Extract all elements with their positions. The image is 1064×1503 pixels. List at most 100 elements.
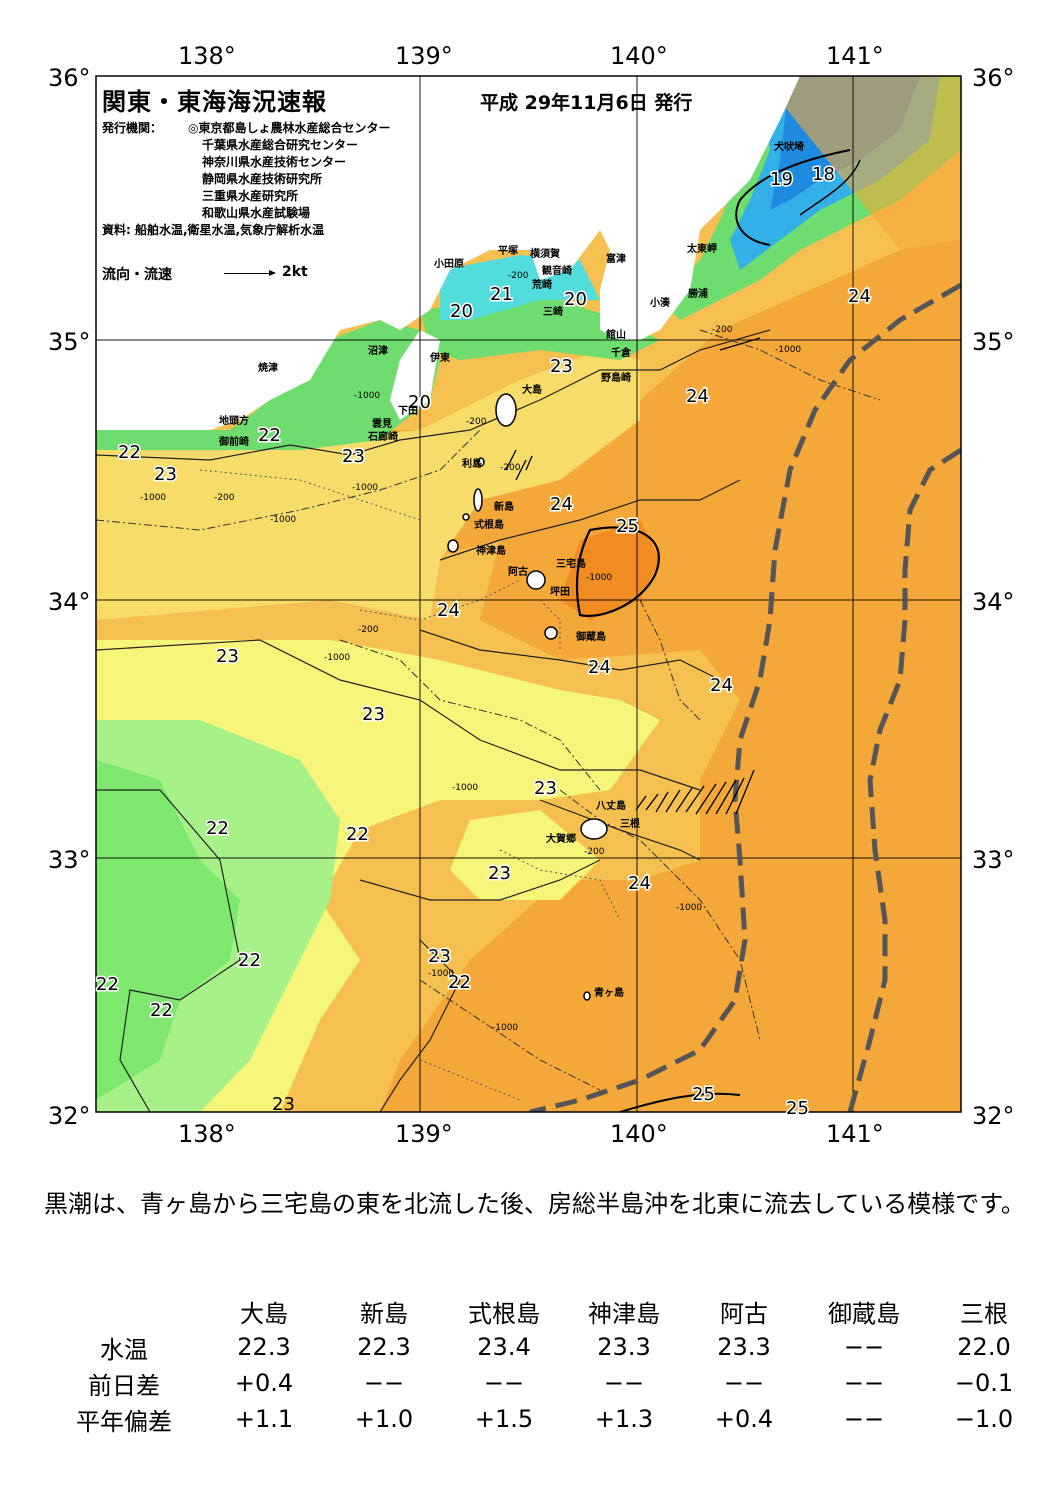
isotherm-label: 22: [346, 824, 369, 845]
depth-label: -1000: [586, 573, 612, 583]
agency-item: 千葉県水産総合研究センター: [202, 138, 359, 152]
island-hachijojima: [580, 818, 608, 840]
isotherm-label: 22: [238, 950, 261, 971]
kuroshio-axis-outer: [847, 447, 961, 1112]
table-row: 平年偏差 +1.1 +1.0 +1.5 +1.3 +0.4 −− −1.0: [44, 1401, 1044, 1437]
place-name: 勝浦: [688, 287, 708, 300]
arrow-icon: [224, 270, 276, 276]
issue-date: 平成 29年11月6日 発行: [480, 92, 693, 114]
place-name: 下田: [398, 405, 418, 417]
table-cell: −−: [723, 1369, 765, 1397]
isotherm-label: 24: [550, 494, 573, 515]
isotherm-label: 22: [96, 974, 119, 995]
station-header: 大島: [240, 1299, 288, 1328]
isotherm-label: 23: [216, 646, 239, 667]
isotherm-label: 24: [686, 386, 709, 407]
coastal-22-zone: [96, 320, 440, 450]
depth-label: -1000: [354, 391, 380, 401]
table-cell: −−: [363, 1369, 405, 1397]
table-cell: +0.4: [234, 1369, 294, 1397]
sea-25-zone: [560, 520, 660, 620]
isotherm-label: 20: [564, 289, 587, 310]
station-header: 神津島: [588, 1299, 660, 1328]
row-label: 前日差: [88, 1371, 160, 1400]
depth-label: -200: [712, 325, 733, 335]
map-title: 関東・東海海況速報: [102, 88, 327, 116]
place-name: 神津島: [476, 544, 506, 557]
depth-label: -200: [214, 493, 235, 503]
depth-label: -1000: [452, 783, 478, 793]
island-toshima: [477, 457, 485, 467]
isotherm-label: 21: [490, 284, 513, 305]
place-name: 御蔵島: [575, 630, 606, 643]
table-cell: 23.4: [477, 1333, 531, 1361]
place-name: 富津: [606, 252, 626, 265]
place-name: 荒崎: [531, 278, 552, 291]
current-legend-label: 流向・流速: [102, 267, 172, 283]
isotherm-label: 25: [786, 1098, 809, 1119]
map-frame: [95, 75, 962, 1113]
place-name: 焼津: [258, 361, 278, 374]
place-name: 三宅島: [556, 557, 586, 570]
lat-label-left-32: 32°: [48, 1102, 91, 1130]
depth-label: -1000: [676, 903, 702, 913]
isotherm-label: 24: [848, 286, 871, 307]
table-cell: 23.3: [717, 1333, 771, 1361]
isotherm-label: 23: [488, 863, 511, 884]
place-name: 八丈島: [595, 799, 626, 812]
depth-label: -200: [508, 271, 529, 281]
place-name: 御前崎: [218, 435, 249, 448]
isotherm-label: 22: [448, 972, 471, 993]
place-name: 三崎: [543, 305, 563, 318]
lat-label-left-34: 34°: [48, 588, 91, 616]
lat-label-right-34: 34°: [972, 588, 1015, 616]
lon-label-top-138: 138°: [178, 42, 236, 70]
sea-23-zone-hachijo: [450, 810, 600, 900]
lon-label-top-140: 140°: [610, 42, 668, 70]
lat-label-left-35: 35°: [48, 328, 91, 356]
table-cell: +1.5: [474, 1405, 534, 1433]
lon-label-top-139: 139°: [395, 42, 453, 70]
lat-label-right-33: 33°: [972, 846, 1015, 874]
isotherm-label: 19: [770, 169, 793, 190]
lon-label-bottom-140: 140°: [610, 1120, 668, 1148]
station-header: 新島: [360, 1299, 408, 1328]
land-honshu: [96, 76, 800, 430]
depth-label: -1000: [270, 515, 296, 525]
station-header: 阿古: [720, 1299, 768, 1328]
place-name: 大賀郷: [546, 832, 576, 845]
isotherm-label: 22: [206, 818, 229, 839]
row-label: 水温: [100, 1335, 148, 1364]
place-name: 地頭方: [219, 414, 249, 427]
sea-22b-zone: [96, 760, 240, 1100]
agency-item: ◎東京都島しょ農林水産総合センター: [188, 121, 391, 135]
lon-label-bottom-138: 138°: [178, 1120, 236, 1148]
island-aogashima: [583, 991, 591, 1001]
isotherm-label: 23: [342, 446, 365, 467]
place-name: 小田原: [433, 257, 464, 270]
isotherm-label: 22: [258, 425, 281, 446]
place-name: 新島: [494, 500, 514, 513]
place-name: 坪田: [550, 585, 570, 598]
agency-item: 和歌山県水産試験場: [202, 206, 311, 220]
place-name: 三根: [620, 817, 640, 830]
depth-label: -1000: [775, 345, 801, 355]
isotherm-label: 18: [812, 164, 835, 185]
depth-label: -1000: [352, 483, 378, 493]
table-cell: 22.0: [957, 1333, 1011, 1361]
table-cell: 22.3: [357, 1333, 411, 1361]
sea-temperature-map: 138° 139° 140° 141° 138° 139° 140° 141° …: [48, 42, 1015, 1148]
island-shikinejima: [462, 513, 470, 521]
kuroshio-warm-zone: [560, 76, 961, 1112]
isotherm-label: 25: [692, 1084, 715, 1105]
isotherm-label: 20: [450, 301, 473, 322]
table-row: 水温 22.3 22.3 23.4 23.3 23.3 −− 22.0: [44, 1329, 1044, 1365]
table-cell: −−: [843, 1333, 885, 1361]
place-name: 雲見: [372, 418, 392, 430]
depth-label: -1000: [324, 653, 350, 663]
agency-label: 発行機関：: [102, 121, 163, 135]
place-name: 青ヶ島: [594, 986, 624, 999]
island-kozushima: [447, 539, 459, 553]
island-miyakejima: [526, 570, 546, 590]
isotherm-label: 23: [428, 946, 451, 967]
